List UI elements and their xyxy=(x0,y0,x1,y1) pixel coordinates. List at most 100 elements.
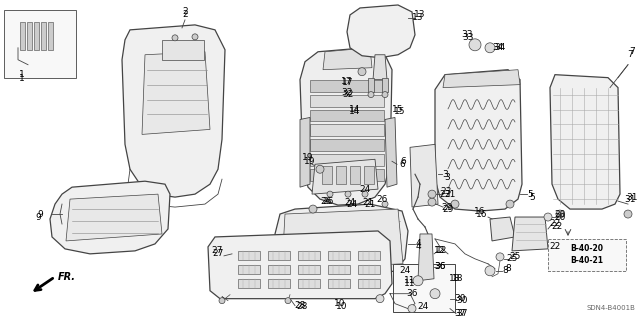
Circle shape xyxy=(428,198,436,206)
Polygon shape xyxy=(300,117,310,187)
Text: 8: 8 xyxy=(502,266,508,275)
Circle shape xyxy=(368,92,374,98)
Circle shape xyxy=(172,35,178,41)
Polygon shape xyxy=(323,48,372,70)
Polygon shape xyxy=(122,25,225,197)
Text: 5: 5 xyxy=(527,189,533,199)
Text: 36: 36 xyxy=(435,262,445,271)
Bar xyxy=(298,251,320,260)
Polygon shape xyxy=(34,22,39,50)
Text: 16: 16 xyxy=(476,210,488,219)
Text: 13: 13 xyxy=(414,11,426,19)
Text: 12: 12 xyxy=(435,246,445,256)
Text: 32: 32 xyxy=(342,90,354,99)
Text: 17: 17 xyxy=(342,78,354,87)
Bar xyxy=(238,265,260,274)
Text: 3: 3 xyxy=(444,173,450,182)
Text: 21: 21 xyxy=(364,200,376,209)
Circle shape xyxy=(285,298,291,304)
Bar xyxy=(310,109,384,122)
Text: 18: 18 xyxy=(449,274,461,283)
Text: 36: 36 xyxy=(435,262,445,271)
Text: 18: 18 xyxy=(452,274,464,283)
Text: 29: 29 xyxy=(442,204,454,213)
Text: 22: 22 xyxy=(549,219,561,228)
Text: 21: 21 xyxy=(362,197,374,207)
Text: 23: 23 xyxy=(439,189,451,199)
Polygon shape xyxy=(66,194,162,241)
Text: 4: 4 xyxy=(415,239,421,249)
Bar xyxy=(268,251,290,260)
Bar xyxy=(336,166,346,184)
Polygon shape xyxy=(275,204,408,279)
Text: 2: 2 xyxy=(182,11,188,19)
Bar xyxy=(162,40,204,60)
Text: 33: 33 xyxy=(461,30,473,39)
Text: 26: 26 xyxy=(320,197,332,206)
Polygon shape xyxy=(512,217,548,251)
Text: 32: 32 xyxy=(341,88,353,97)
Circle shape xyxy=(376,295,384,303)
Text: 25: 25 xyxy=(509,252,521,261)
Bar xyxy=(548,239,626,271)
Text: 25: 25 xyxy=(506,254,518,263)
Text: FR.: FR. xyxy=(58,272,76,282)
Text: 30: 30 xyxy=(456,296,468,305)
Text: 21: 21 xyxy=(444,189,456,199)
Text: 19: 19 xyxy=(302,153,314,162)
Polygon shape xyxy=(48,22,53,50)
Text: 4: 4 xyxy=(415,242,421,251)
Polygon shape xyxy=(550,75,620,209)
Text: 28: 28 xyxy=(296,302,308,311)
Circle shape xyxy=(413,276,423,286)
Circle shape xyxy=(496,253,504,261)
Text: 24: 24 xyxy=(344,197,356,207)
Polygon shape xyxy=(435,70,522,211)
Text: 34: 34 xyxy=(492,43,504,52)
Bar xyxy=(310,139,384,151)
Text: 1: 1 xyxy=(19,70,25,79)
Polygon shape xyxy=(50,181,170,254)
Polygon shape xyxy=(142,52,210,134)
Text: 2: 2 xyxy=(182,7,188,17)
Text: 1: 1 xyxy=(19,74,25,83)
Bar xyxy=(310,154,384,166)
Text: 23: 23 xyxy=(440,187,452,196)
Polygon shape xyxy=(373,55,387,80)
Text: 6: 6 xyxy=(400,157,406,166)
Text: 10: 10 xyxy=(336,302,348,311)
Bar xyxy=(364,166,374,184)
Polygon shape xyxy=(385,117,397,187)
Text: 8: 8 xyxy=(505,264,511,273)
Bar xyxy=(310,94,384,107)
Polygon shape xyxy=(347,5,415,58)
Circle shape xyxy=(485,266,495,276)
Circle shape xyxy=(430,289,440,299)
Text: SDN4-B4001B: SDN4-B4001B xyxy=(586,305,635,311)
Circle shape xyxy=(382,201,388,207)
Circle shape xyxy=(469,39,481,51)
Text: 10: 10 xyxy=(334,299,346,308)
Polygon shape xyxy=(418,234,434,281)
Text: 17: 17 xyxy=(341,77,353,86)
Text: 9: 9 xyxy=(37,210,43,219)
Bar xyxy=(358,251,380,260)
Text: 19: 19 xyxy=(304,157,316,166)
Bar xyxy=(310,169,384,181)
Bar xyxy=(358,265,380,274)
Text: 15: 15 xyxy=(394,107,406,116)
Bar xyxy=(298,279,320,288)
Text: 9: 9 xyxy=(35,212,41,221)
Text: 27: 27 xyxy=(212,249,224,258)
Circle shape xyxy=(485,43,495,53)
Bar xyxy=(310,124,384,137)
Text: 31: 31 xyxy=(624,195,636,204)
Text: 26: 26 xyxy=(376,195,388,204)
Bar xyxy=(298,265,320,274)
Circle shape xyxy=(345,191,351,197)
Text: 30: 30 xyxy=(454,294,466,303)
Text: 11: 11 xyxy=(404,276,416,285)
Text: 11: 11 xyxy=(404,279,416,288)
Circle shape xyxy=(362,191,368,197)
Text: 7: 7 xyxy=(629,47,635,56)
